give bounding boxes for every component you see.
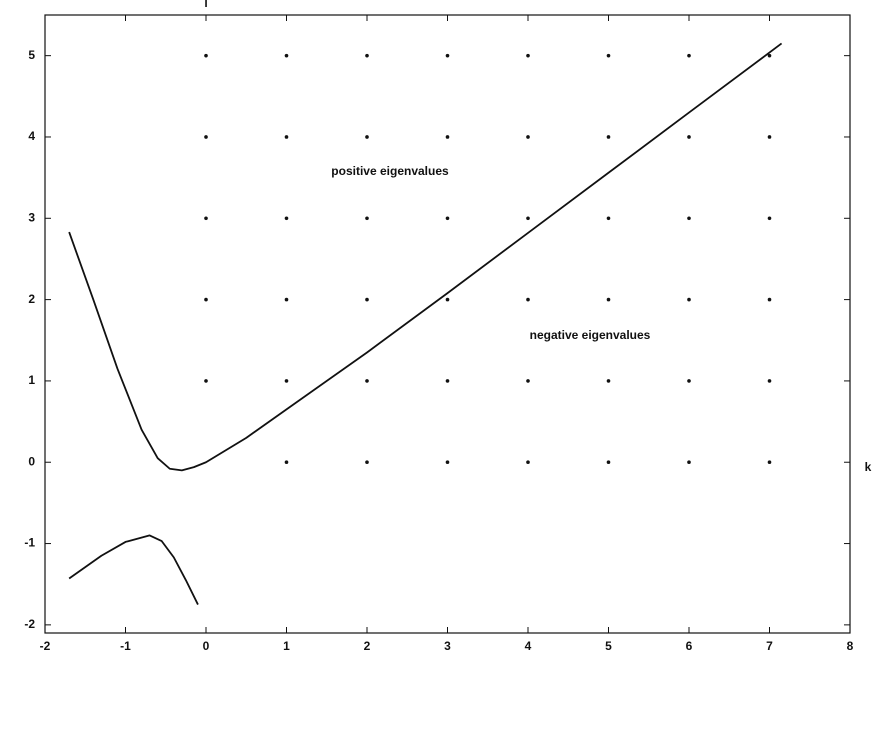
x-tick-label: 6 (686, 639, 693, 653)
grid-point (284, 53, 289, 58)
grid-point (606, 379, 611, 383)
x-tick-label: 1 (283, 639, 290, 653)
y-tick-label: -1 (24, 536, 35, 550)
grid-point (284, 460, 289, 465)
grid-point (365, 53, 369, 58)
annotation: negative eigenvalues (530, 328, 651, 342)
grid-point (526, 379, 530, 383)
grid-point (445, 379, 450, 383)
grid-point (606, 135, 611, 139)
x-tick-label: 2 (364, 639, 371, 653)
y-tick-label: 1 (28, 373, 35, 387)
annotation: positive eigenvalues (331, 164, 449, 178)
x-tick-label: 8 (847, 639, 854, 653)
grid-point (767, 216, 772, 221)
x-tick-label: 4 (525, 639, 532, 653)
grid-point (365, 379, 369, 383)
grid-point (767, 460, 772, 465)
grid-point (687, 460, 691, 465)
x-tick-label: 3 (444, 639, 451, 653)
grid-point (284, 135, 289, 139)
grid-point (606, 460, 611, 465)
x-tick-label: -2 (40, 639, 51, 653)
grid-point (445, 135, 450, 139)
x-tick-label: 7 (766, 639, 773, 653)
y-tick-label: 3 (28, 210, 35, 224)
grid-point (204, 297, 208, 302)
grid-point (365, 216, 369, 221)
x-tick-label: 0 (203, 639, 210, 653)
grid-point (445, 297, 450, 302)
grid-point (204, 379, 208, 383)
grid-point (284, 379, 289, 383)
grid-point (445, 53, 450, 58)
grid-point (204, 135, 208, 139)
plot-frame (44, 14, 851, 634)
y-tick-label: 5 (28, 48, 35, 62)
y-tick-label: 0 (28, 454, 35, 468)
grid-point (687, 379, 691, 383)
grid-point (365, 135, 369, 139)
grid-point (526, 53, 530, 58)
x-tick-label: 5 (605, 639, 612, 653)
y-tick-label: -2 (24, 617, 35, 631)
y-tick-label: 2 (28, 292, 35, 306)
grid-point (526, 135, 530, 139)
grid-point (687, 135, 691, 139)
grid-point (606, 297, 611, 302)
grid-point (445, 216, 450, 221)
grid-point (526, 460, 530, 465)
curve (68, 534, 199, 605)
grid-point (606, 216, 611, 221)
grid-point (204, 216, 208, 221)
grid-point (767, 135, 772, 139)
grid-point (284, 297, 289, 302)
grid-point (687, 53, 691, 58)
y-tick-label: 4 (28, 129, 35, 143)
grid-point (606, 53, 611, 58)
grid-point (767, 53, 772, 58)
grid-point (365, 460, 369, 465)
y-axis-label: l (204, 0, 207, 10)
grid-point (767, 379, 772, 383)
curve (68, 42, 783, 472)
grid-point (687, 216, 691, 221)
grid-point (526, 297, 530, 302)
grid-point (365, 297, 369, 302)
grid-point (526, 216, 530, 221)
grid-point (687, 297, 691, 302)
grid-point (767, 297, 772, 302)
grid-point (284, 216, 289, 221)
grid-point (204, 53, 208, 58)
x-tick-label: -1 (120, 639, 131, 653)
grid-point (445, 460, 450, 465)
x-axis-label: k (865, 460, 872, 474)
